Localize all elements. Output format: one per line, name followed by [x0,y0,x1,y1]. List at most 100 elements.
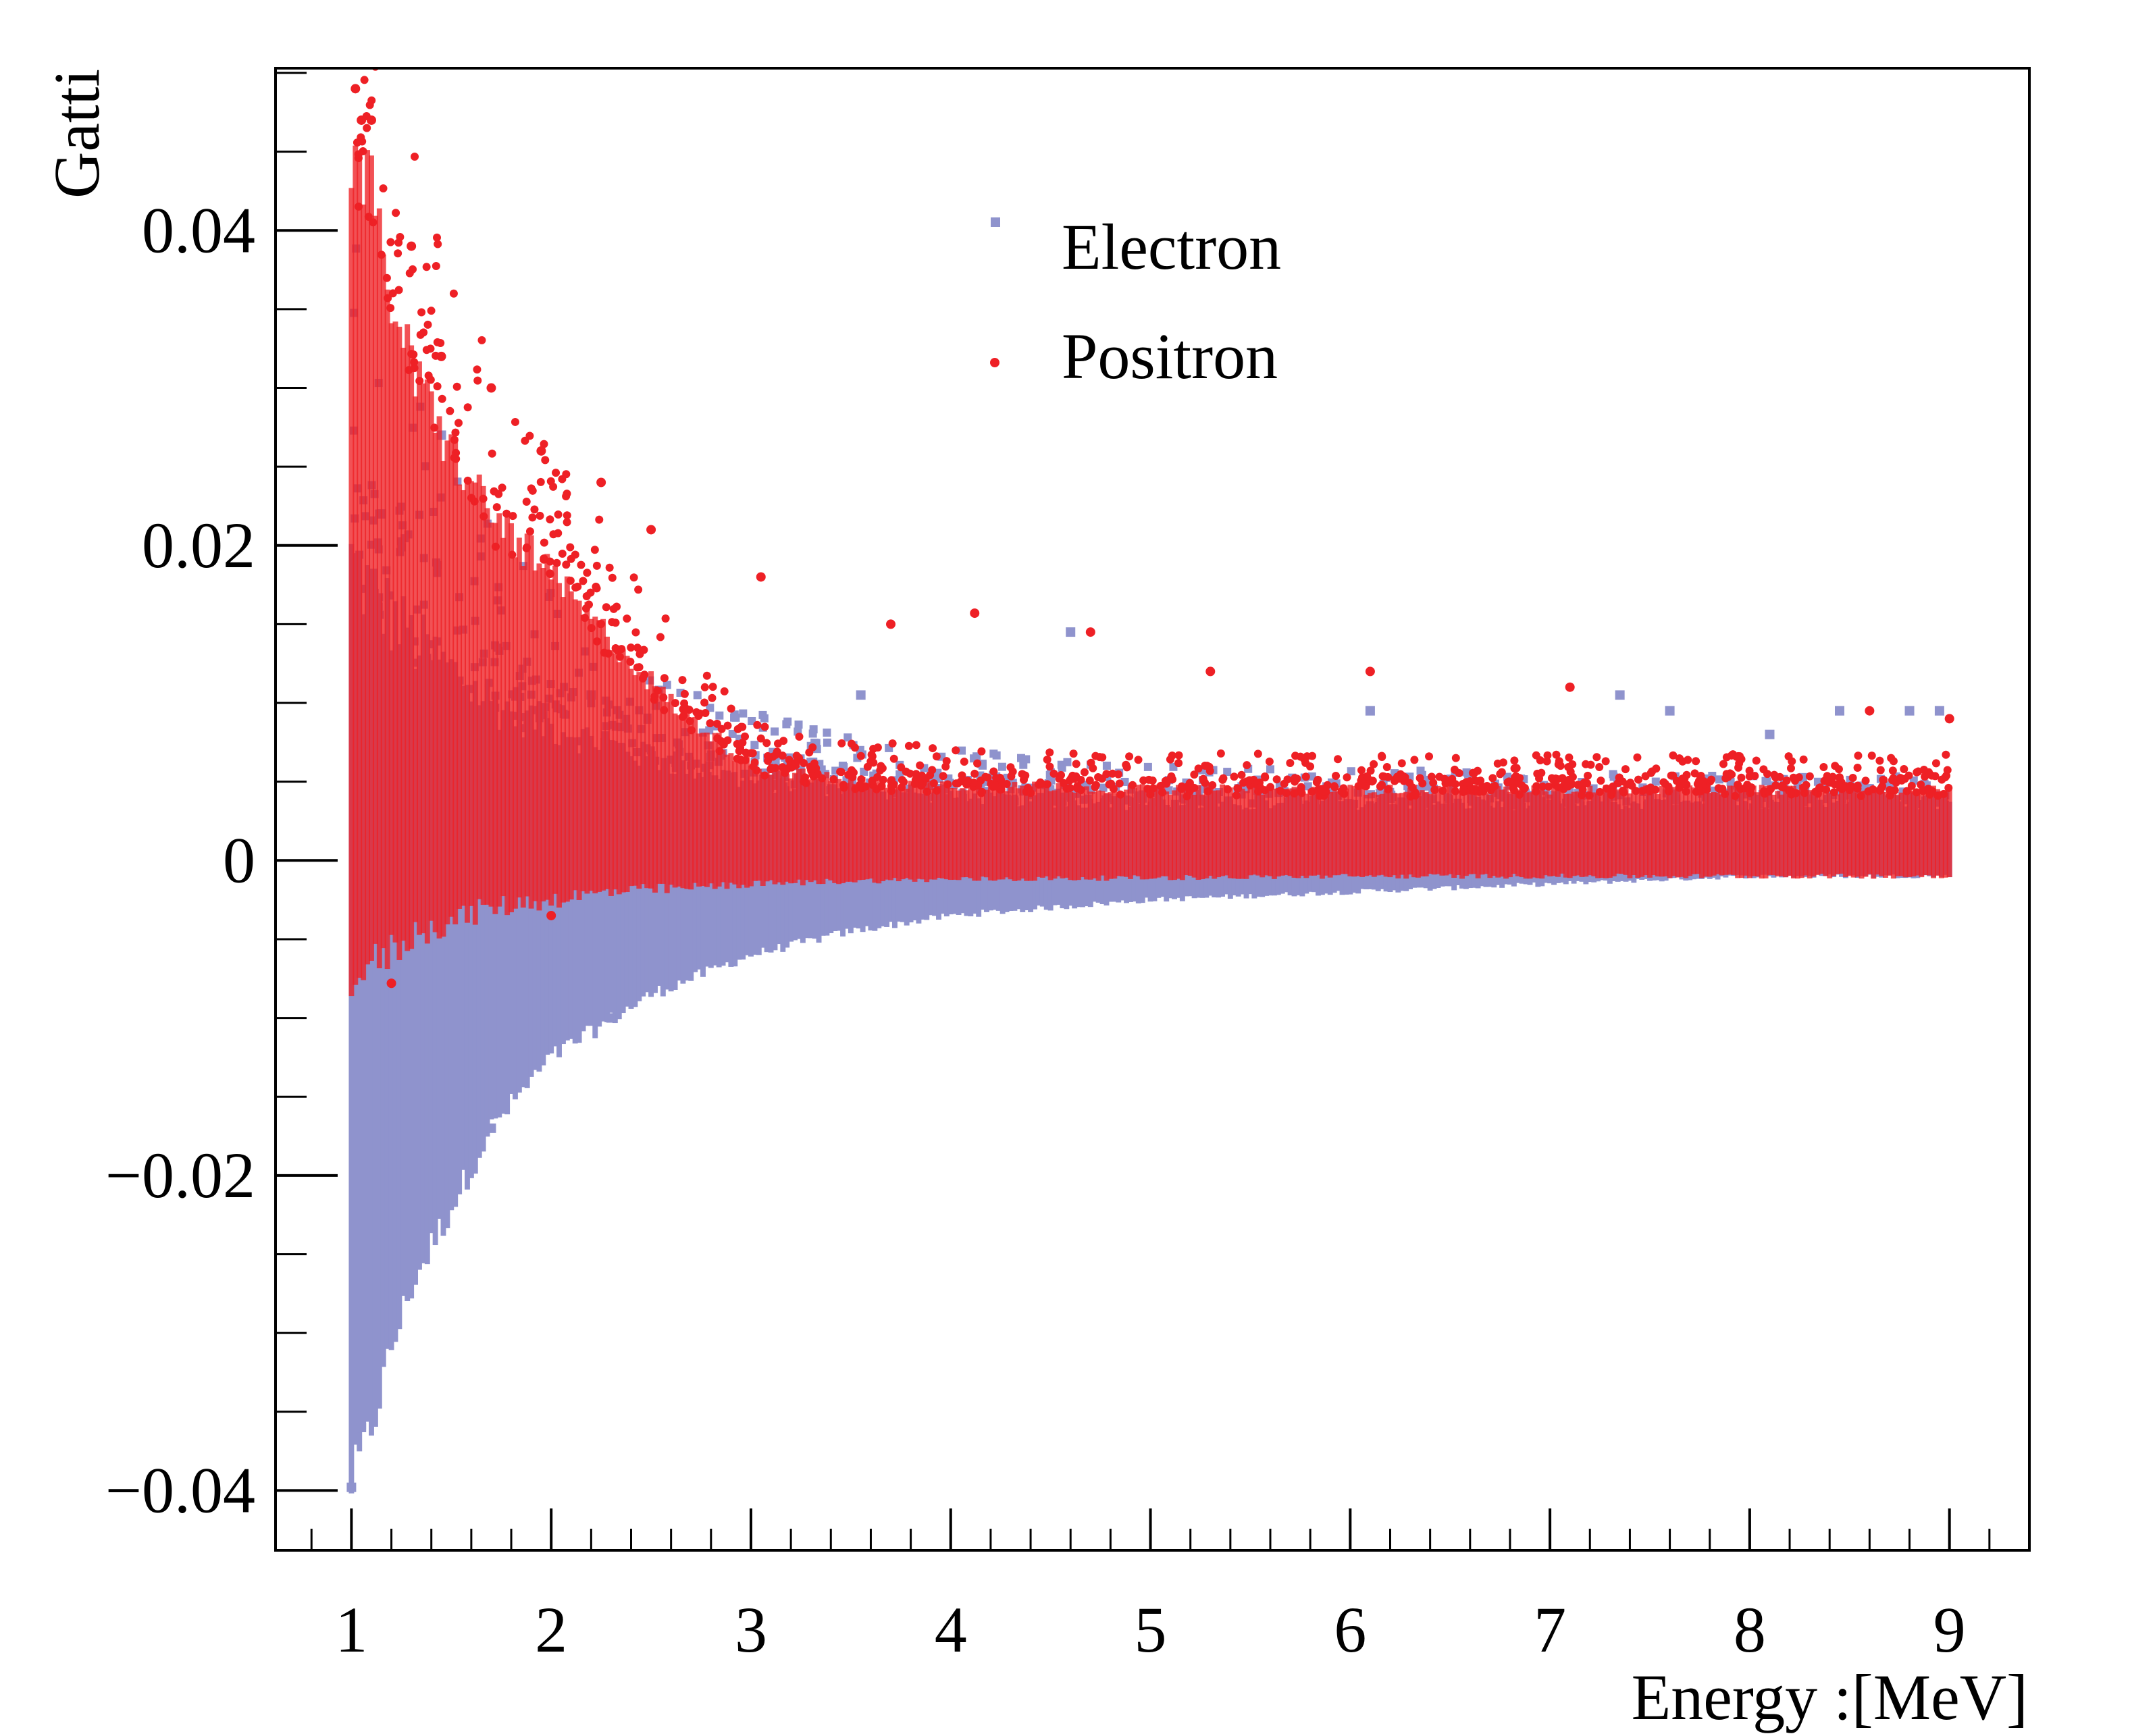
positron-density-strip [1411,785,1417,878]
positron-point [1072,772,1081,781]
positron-density-strip [656,689,662,884]
positron-density-strip [1631,789,1637,876]
positron-point [700,683,709,691]
positron-density-strip [1187,786,1193,876]
positron-density-strip [1611,786,1617,876]
positron-density-strip [1299,791,1305,876]
positron-point [1737,773,1746,782]
positron-point [1201,761,1210,770]
positron-density-strip [568,591,574,900]
positron-density-strip [1311,787,1318,876]
positron-density-strip [836,779,842,885]
positron-point [1470,769,1478,778]
positron-density-strip [1942,793,1948,878]
positron-density-strip [676,715,682,887]
positron-density-strip [1547,794,1553,876]
positron-density-strip [1143,787,1149,880]
positron-point [593,637,602,646]
positron-point [1585,791,1594,800]
positron-density-strip [1032,781,1037,881]
positron-point [364,213,373,221]
positron-point [563,490,571,498]
positron-density-strip [632,675,638,886]
positron-point [363,124,371,132]
positron-point [436,338,445,347]
positron-point [781,768,789,777]
positron-point [1280,779,1289,788]
positron-density-strip [792,772,798,883]
positron-point [1323,781,1332,789]
positron-density-strip [1587,785,1593,876]
positron-point [609,604,618,613]
positron-density-strip [592,616,598,894]
positron-point [741,732,750,741]
positron-series [348,68,1954,997]
positron-density-strip [492,523,498,914]
positron-density-strip [947,787,954,880]
positron-point [600,648,608,657]
positron-density-strip [1507,791,1513,878]
positron-density-strip [680,707,686,889]
positron-point [1430,785,1439,794]
positron-point [779,737,788,745]
positron-point [590,546,599,554]
electron-density-strip [369,569,374,1436]
positron-point [410,364,419,373]
positron-point [1253,749,1262,758]
positron-density-strip [804,780,810,880]
electron-density-strip [405,641,411,1301]
electron-point [750,741,759,749]
positron-density-strip [1131,788,1137,876]
positron-point [702,671,711,680]
positron-point [1499,758,1507,767]
positron-density-strip [1831,791,1837,876]
positron-point [750,758,759,767]
positron-point [997,785,1006,794]
electron-point [1765,729,1775,739]
positron-density-strip [1595,793,1601,878]
positron-point [384,294,392,303]
electron-point [843,733,852,742]
positron-density-strip [436,416,442,939]
positron-density-strip [500,537,506,897]
positron-density-strip [560,597,566,903]
positron-point [629,573,638,582]
positron-density-strip [1559,787,1565,874]
positron-density-strip [1731,785,1737,875]
positron-density-strip [916,781,922,879]
positron-point [382,273,391,282]
positron-point [409,350,418,359]
positron-density-strip [1323,795,1329,876]
electron-density-strip [464,688,470,1190]
positron-density-strip [1275,787,1281,877]
positron-density-strip [1643,785,1649,876]
positron-density-strip [1723,791,1729,875]
positron-point [573,582,582,591]
positron-density-strip [1268,788,1273,876]
positron-point [760,722,769,731]
electron-point [1651,777,1660,786]
electron-point [794,720,803,729]
electron-point [1615,690,1625,700]
positron-point [1875,756,1884,765]
positron-point [1205,666,1216,677]
positron-density-strip [1395,793,1401,878]
positron-point [411,153,419,161]
positron-density-strip [1056,783,1062,876]
positron-point [646,525,656,535]
x-axis: 1 2 3 4 5 6 7 8 9 [310,1508,2031,1666]
electron-point [706,704,715,712]
electron-density-strip [428,660,434,1234]
positron-point [1533,769,1542,778]
positron-point [1397,759,1406,768]
positron-point [912,741,920,749]
positron-point [1574,781,1582,789]
electron-density-strip [444,662,450,1228]
positron-point [552,558,561,567]
positron-point [1438,786,1447,795]
positron-density-strip [1307,789,1314,876]
positron-point [1435,772,1444,781]
electron-density-strip [365,565,371,1422]
electron-point [1143,762,1152,771]
